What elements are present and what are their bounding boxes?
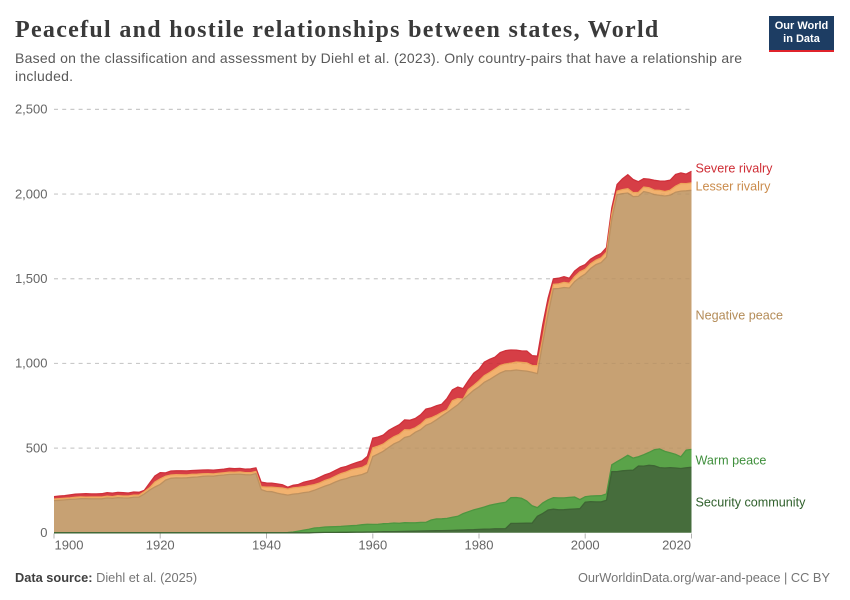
svg-text:2000: 2000 [571,538,600,553]
svg-text:1980: 1980 [465,538,494,553]
svg-text:1900: 1900 [55,538,84,553]
svg-text:1,500: 1,500 [15,271,48,286]
svg-text:Severe rivalry: Severe rivalry [696,161,774,175]
svg-text:Warm peace: Warm peace [696,453,767,467]
svg-text:2,000: 2,000 [15,186,48,201]
svg-text:1940: 1940 [252,538,281,553]
svg-text:1,000: 1,000 [15,356,48,371]
svg-text:1920: 1920 [146,538,175,553]
svg-text:Negative peace: Negative peace [696,308,784,322]
svg-text:Security community: Security community [696,495,807,509]
svg-text:0: 0 [40,525,47,540]
svg-text:2020: 2020 [662,538,691,553]
svg-text:2,500: 2,500 [15,102,48,117]
svg-text:1960: 1960 [358,538,387,553]
svg-text:500: 500 [26,440,48,455]
svg-text:Lesser rivalry: Lesser rivalry [696,179,772,193]
